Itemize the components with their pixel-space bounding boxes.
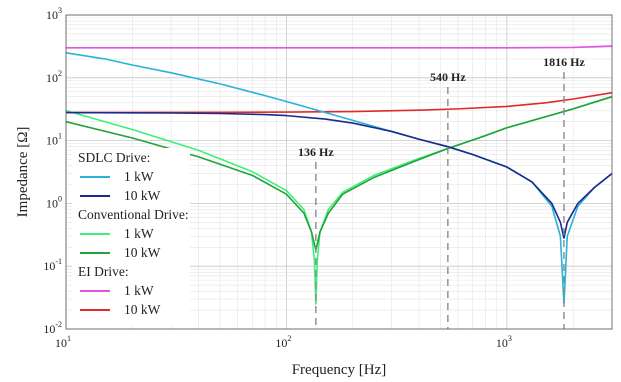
series-line-2 (65, 91, 613, 114)
annotations: 136 Hz 540 Hz 1816 Hz (298, 55, 585, 329)
series-line-1 (66, 45, 613, 49)
legend-label-1-1: 1 kW (124, 169, 154, 184)
legend-group-title-3: EI Drive: (78, 264, 129, 279)
x-tick-label-3: 103 (496, 334, 512, 350)
legend: SDLC Drive: 1 kW 10 kW Conventional Drive: 1… (72, 148, 190, 326)
plot-frame (65, 14, 613, 330)
series-line-6 (65, 111, 613, 239)
legend-label-2-2: 10 kW (124, 245, 161, 260)
y-tick-label-1: 10-2 (43, 320, 62, 336)
annotation-label-1: 136 Hz (298, 145, 334, 159)
annotation-label-3: 1816 Hz (543, 55, 585, 69)
x-axis-label: Frequency [Hz] (292, 362, 387, 378)
legend-label-3-1: 1 kW (124, 283, 154, 298)
legend-label-2-1: 1 kW (124, 226, 154, 241)
legend-group-title-1: SDLC Drive: (78, 150, 150, 165)
y-axis-label: Impedance [Ω] (15, 127, 31, 218)
x-tick-label-2: 102 (275, 334, 291, 350)
legend-label-3-2: 10 kW (124, 302, 161, 317)
legend-group-title-2: Conventional Drive: (78, 207, 189, 222)
y-tick-label-6: 103 (46, 6, 62, 22)
series-line-4 (65, 95, 613, 251)
y-tick-label-5: 102 (46, 69, 62, 85)
annotation-label-2: 540 Hz (430, 70, 466, 84)
tick-labels: 101 102 103 10-2 10-1 100 101 102 103 (43, 6, 512, 350)
y-tick-label-4: 101 (46, 132, 62, 148)
legend-label-1-2: 10 kW (124, 188, 161, 203)
series-lines (65, 45, 613, 305)
y-tick-label-2: 10-1 (43, 257, 62, 273)
y-tick-label-3: 100 (46, 194, 62, 210)
x-tick-label-1: 101 (55, 334, 71, 350)
